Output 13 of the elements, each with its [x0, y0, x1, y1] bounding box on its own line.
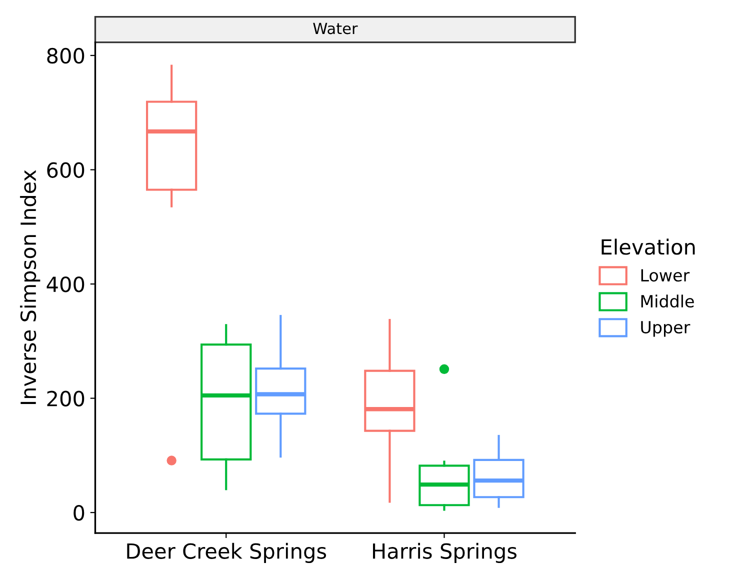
- legend-title: Elevation: [602, 238, 695, 255]
- y-tick-label: 0: [74, 504, 84, 521]
- y-tick-label: 600: [47, 162, 84, 178]
- legend-label: Lower: [641, 269, 690, 282]
- chart-title: Water: [313, 22, 358, 34]
- y-axis-title: Inverse Simpson Index: [20, 170, 40, 404]
- legend-label: Upper: [641, 321, 690, 337]
- x-tick-label: Harris Springs: [373, 542, 516, 563]
- y-tick-label: 200: [47, 390, 84, 406]
- x-tick-label: Deer Creek Springs: [127, 542, 326, 563]
- y-tick-label: 400: [46, 276, 84, 292]
- y-tick-label: 800: [47, 48, 84, 64]
- legend-label: Middle: [641, 294, 694, 308]
